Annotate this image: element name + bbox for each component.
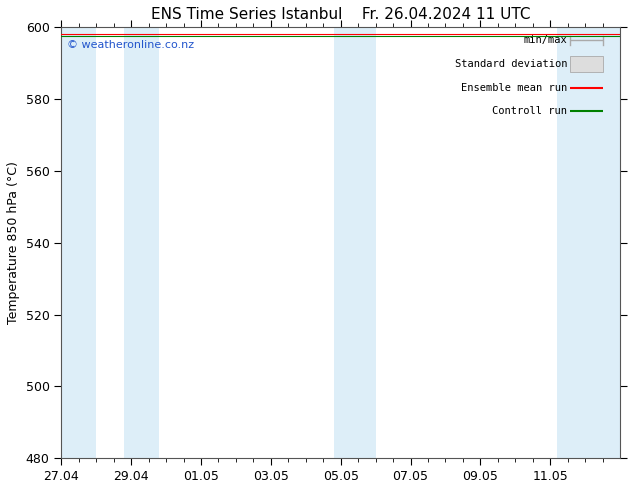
Bar bbox=[557, 27, 620, 458]
Bar bbox=[333, 27, 354, 458]
Bar bbox=[354, 27, 375, 458]
Bar bbox=[124, 27, 159, 458]
Bar bbox=[61, 27, 96, 458]
Text: Ensemble mean run: Ensemble mean run bbox=[461, 83, 567, 93]
Text: min/max: min/max bbox=[523, 35, 567, 45]
Text: Controll run: Controll run bbox=[492, 106, 567, 116]
Text: © weatheronline.co.nz: © weatheronline.co.nz bbox=[67, 40, 194, 50]
Text: Standard deviation: Standard deviation bbox=[455, 59, 567, 69]
FancyBboxPatch shape bbox=[570, 56, 604, 72]
Y-axis label: Temperature 850 hPa (°C): Temperature 850 hPa (°C) bbox=[7, 161, 20, 324]
Title: ENS Time Series Istanbul    Fr. 26.04.2024 11 UTC: ENS Time Series Istanbul Fr. 26.04.2024 … bbox=[151, 7, 531, 22]
